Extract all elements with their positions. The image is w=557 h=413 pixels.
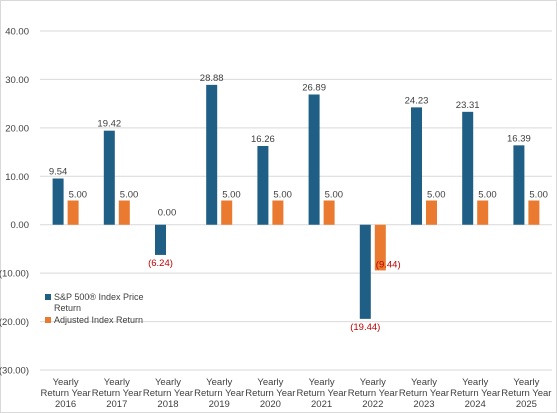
y-tick-label: (20.00) xyxy=(0,317,29,328)
adjusted-data-label: 5.00 xyxy=(427,190,446,201)
adjusted-data-label: 5.00 xyxy=(273,190,292,201)
sp500-bar xyxy=(103,130,115,225)
adjusted-bar xyxy=(221,200,233,225)
legend-label-adjusted: Adjusted Index Return xyxy=(54,315,143,325)
x-tick-label: Yearly Return Year 2023 xyxy=(399,377,449,410)
adjusted-bar xyxy=(67,200,79,225)
y-tick-label: 0.00 xyxy=(11,220,30,231)
sp500-bar xyxy=(257,145,269,225)
adjusted-bar xyxy=(323,200,335,225)
x-tick-label: Yearly Return Year 2019 xyxy=(194,377,244,410)
x-tick-label: Yearly Return Year 2020 xyxy=(245,377,295,410)
y-tick-label: 10.00 xyxy=(5,172,29,183)
y-axis-tick-labels: 40.00 30.00 20.00 10.00 0.00 (10.00) (20.00) (3… xyxy=(0,27,29,377)
adjusted-bar xyxy=(272,200,284,225)
adjusted-data-label: 5.00 xyxy=(222,190,241,201)
y-tick-label: 30.00 xyxy=(5,75,29,86)
y-tick-label: (30.00) xyxy=(0,366,29,377)
sp500-data-label: 16.26 xyxy=(251,134,275,145)
adjusted-data-label: 0.00 xyxy=(158,208,177,219)
sp500-data-label: 24.23 xyxy=(405,95,429,106)
legend-label-sp500: S&P 500® Index Price Return xyxy=(54,292,144,313)
x-tick-label: Yearly Return Year 2018 xyxy=(143,377,193,410)
sp500-data-label: 19.42 xyxy=(97,119,121,130)
adjusted-data-label: 5.00 xyxy=(120,190,139,201)
sp500-bar xyxy=(155,224,166,255)
x-tick-label: Yearly Return Year 2024 xyxy=(450,377,500,410)
x-tick-label: Yearly Return Year 2022 xyxy=(348,377,398,410)
y-tick-label: 20.00 xyxy=(5,123,29,134)
y-tick-label: 40.00 xyxy=(5,27,29,38)
adjusted-data-label: 5.00 xyxy=(478,190,497,201)
sp500-bar xyxy=(462,111,474,225)
sp500-bar xyxy=(411,107,422,225)
adjusted-bar xyxy=(477,200,489,225)
y-tick-label: (10.00) xyxy=(0,269,29,280)
sp500-data-label: 9.54 xyxy=(49,167,68,178)
x-tick-label: Yearly Return Year 2017 xyxy=(92,377,142,410)
adjusted-bar xyxy=(118,200,130,225)
sp500-bar xyxy=(52,178,64,225)
data-labels: 9.54 5.00 19.42 5.00 (6.24) 0.00 28.88 5.00 16.2… xyxy=(49,73,548,333)
sp500-data-label: (6.24) xyxy=(148,258,173,269)
sp500-bar xyxy=(308,94,320,225)
bars xyxy=(52,84,540,319)
legend: S&P 500® Index Price Return Adjusted Index… xyxy=(45,292,144,325)
adjusted-data-label: 5.00 xyxy=(529,190,548,201)
legend-swatch-sp500 xyxy=(45,294,51,300)
adjusted-data-label: (9.44) xyxy=(376,259,401,270)
sp500-data-label: (19.44) xyxy=(350,322,380,333)
adjusted-bar xyxy=(426,200,437,225)
adjusted-bar xyxy=(528,200,540,225)
sp500-bar xyxy=(359,224,371,319)
sp500-bar xyxy=(206,84,218,225)
adjusted-data-label: 5.00 xyxy=(325,190,344,201)
legend-swatch-adjusted xyxy=(45,317,51,323)
adjusted-bar xyxy=(374,224,386,271)
sp500-data-label: 28.88 xyxy=(200,73,224,84)
x-tick-label: Yearly Return Year 2025 xyxy=(501,377,551,410)
x-tick-label: Yearly Return Year 2016 xyxy=(41,377,91,410)
sp500-data-label: 23.31 xyxy=(456,100,480,111)
sp500-bar xyxy=(513,145,525,225)
sp500-data-label: 26.89 xyxy=(302,82,326,93)
sp500-data-label: 16.39 xyxy=(507,133,531,144)
adjusted-data-label: 5.00 xyxy=(69,190,88,201)
x-tick-label: Yearly Return Year 2021 xyxy=(297,377,347,410)
